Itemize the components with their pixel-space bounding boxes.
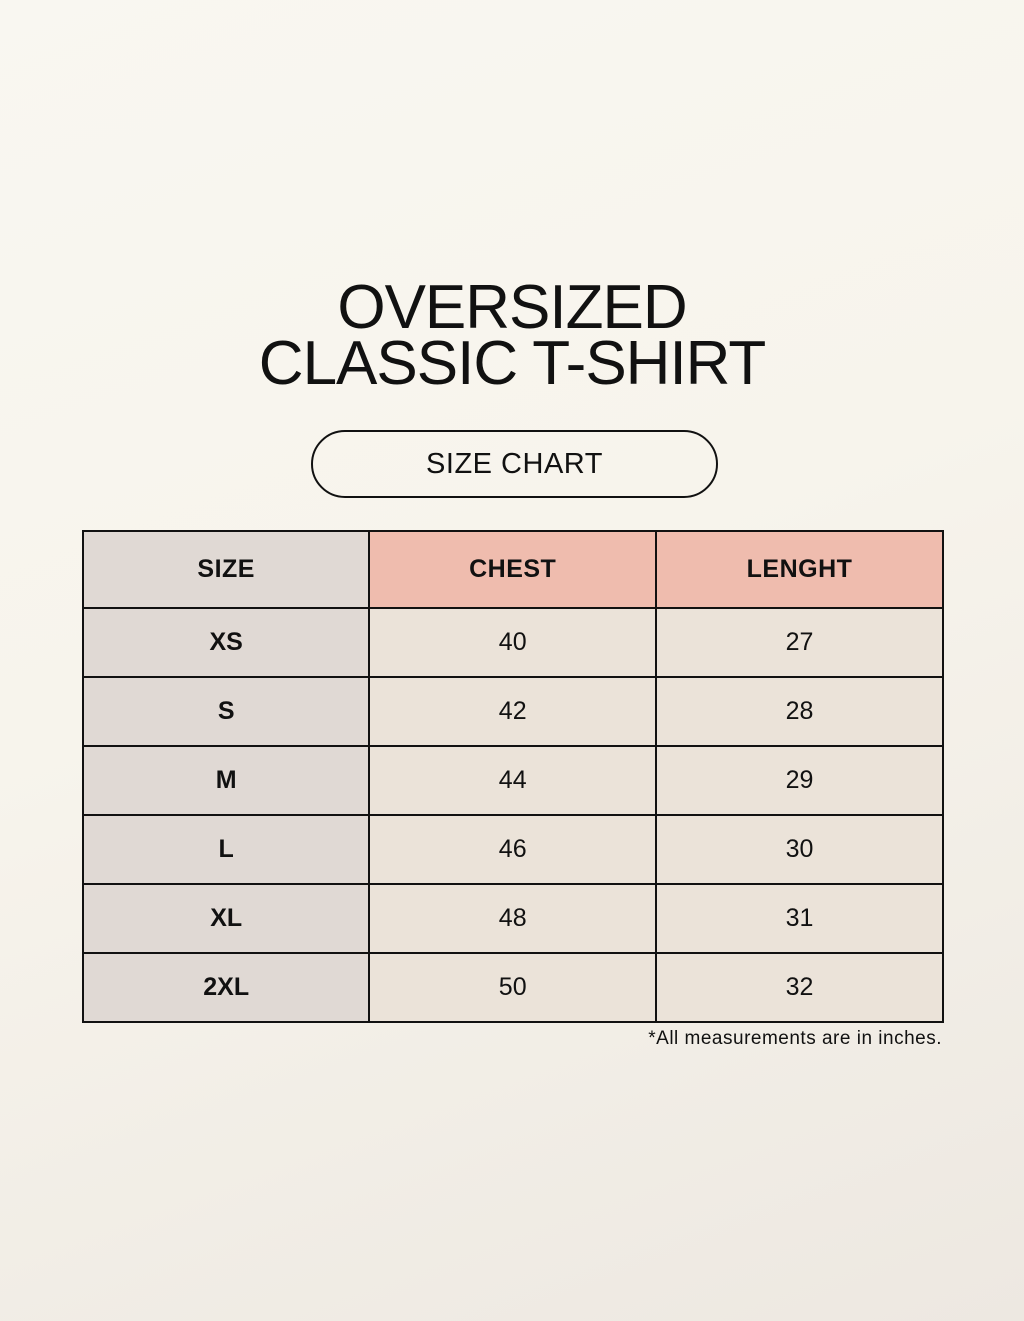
length-cell: 30 (655, 814, 944, 885)
chest-cell: 44 (368, 745, 658, 816)
length-cell: 32 (655, 952, 944, 1023)
measurement-note: *All measurements are in inches. (648, 1028, 942, 1049)
table-row: M 44 29 (81, 745, 944, 816)
table-row: 2XL 50 32 (81, 952, 944, 1023)
table-row: XL 48 31 (81, 883, 944, 954)
length-cell: 28 (655, 676, 944, 747)
size-cell: M (81, 745, 371, 816)
size-cell: S (81, 676, 371, 747)
table-row: XS 40 27 (81, 607, 944, 678)
chest-cell: 46 (368, 814, 658, 885)
length-cell: 27 (655, 607, 944, 678)
length-cell: 31 (655, 883, 944, 954)
table-row: S 42 28 (81, 676, 944, 747)
size-cell: XL (81, 883, 371, 954)
size-cell: L (81, 814, 371, 885)
chest-cell: 40 (368, 607, 658, 678)
title-line-2: CLASSIC T-SHIRT (258, 329, 766, 398)
page-title: OVERSIZED CLASSIC T-SHIRT (0, 273, 1024, 398)
size-chart-badge: SIZE CHART (311, 430, 718, 498)
header-size: SIZE (81, 530, 371, 609)
title-line-1: OVERSIZED (337, 273, 687, 342)
size-table: SIZE CHEST LENGHT XS 40 27 S 42 28 M 44 29 L 46 30 X… (81, 530, 944, 1023)
header-length: LENGHT (655, 530, 944, 609)
chest-cell: 48 (368, 883, 658, 954)
size-cell: XS (81, 607, 371, 678)
table-header-row: SIZE CHEST LENGHT (81, 530, 944, 609)
table-row: L 46 30 (81, 814, 944, 885)
chest-cell: 50 (368, 952, 658, 1023)
size-cell: 2XL (81, 952, 371, 1023)
header-chest: CHEST (368, 530, 658, 609)
length-cell: 29 (655, 745, 944, 816)
chest-cell: 42 (368, 676, 658, 747)
